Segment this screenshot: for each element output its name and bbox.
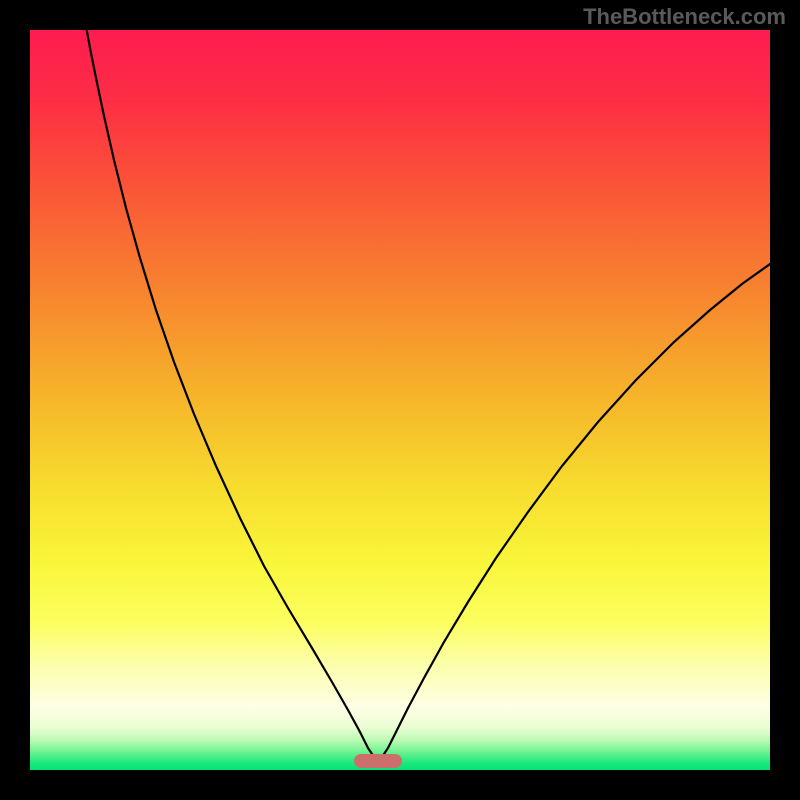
curve-right-branch bbox=[378, 264, 770, 759]
chart-container: TheBottleneck.com bbox=[0, 0, 800, 800]
curve-left-branch bbox=[86, 30, 378, 759]
bottleneck-curve bbox=[30, 30, 770, 770]
sweet-spot-marker bbox=[354, 754, 402, 768]
watermark-text: TheBottleneck.com bbox=[583, 4, 786, 30]
plot-area bbox=[30, 30, 770, 770]
